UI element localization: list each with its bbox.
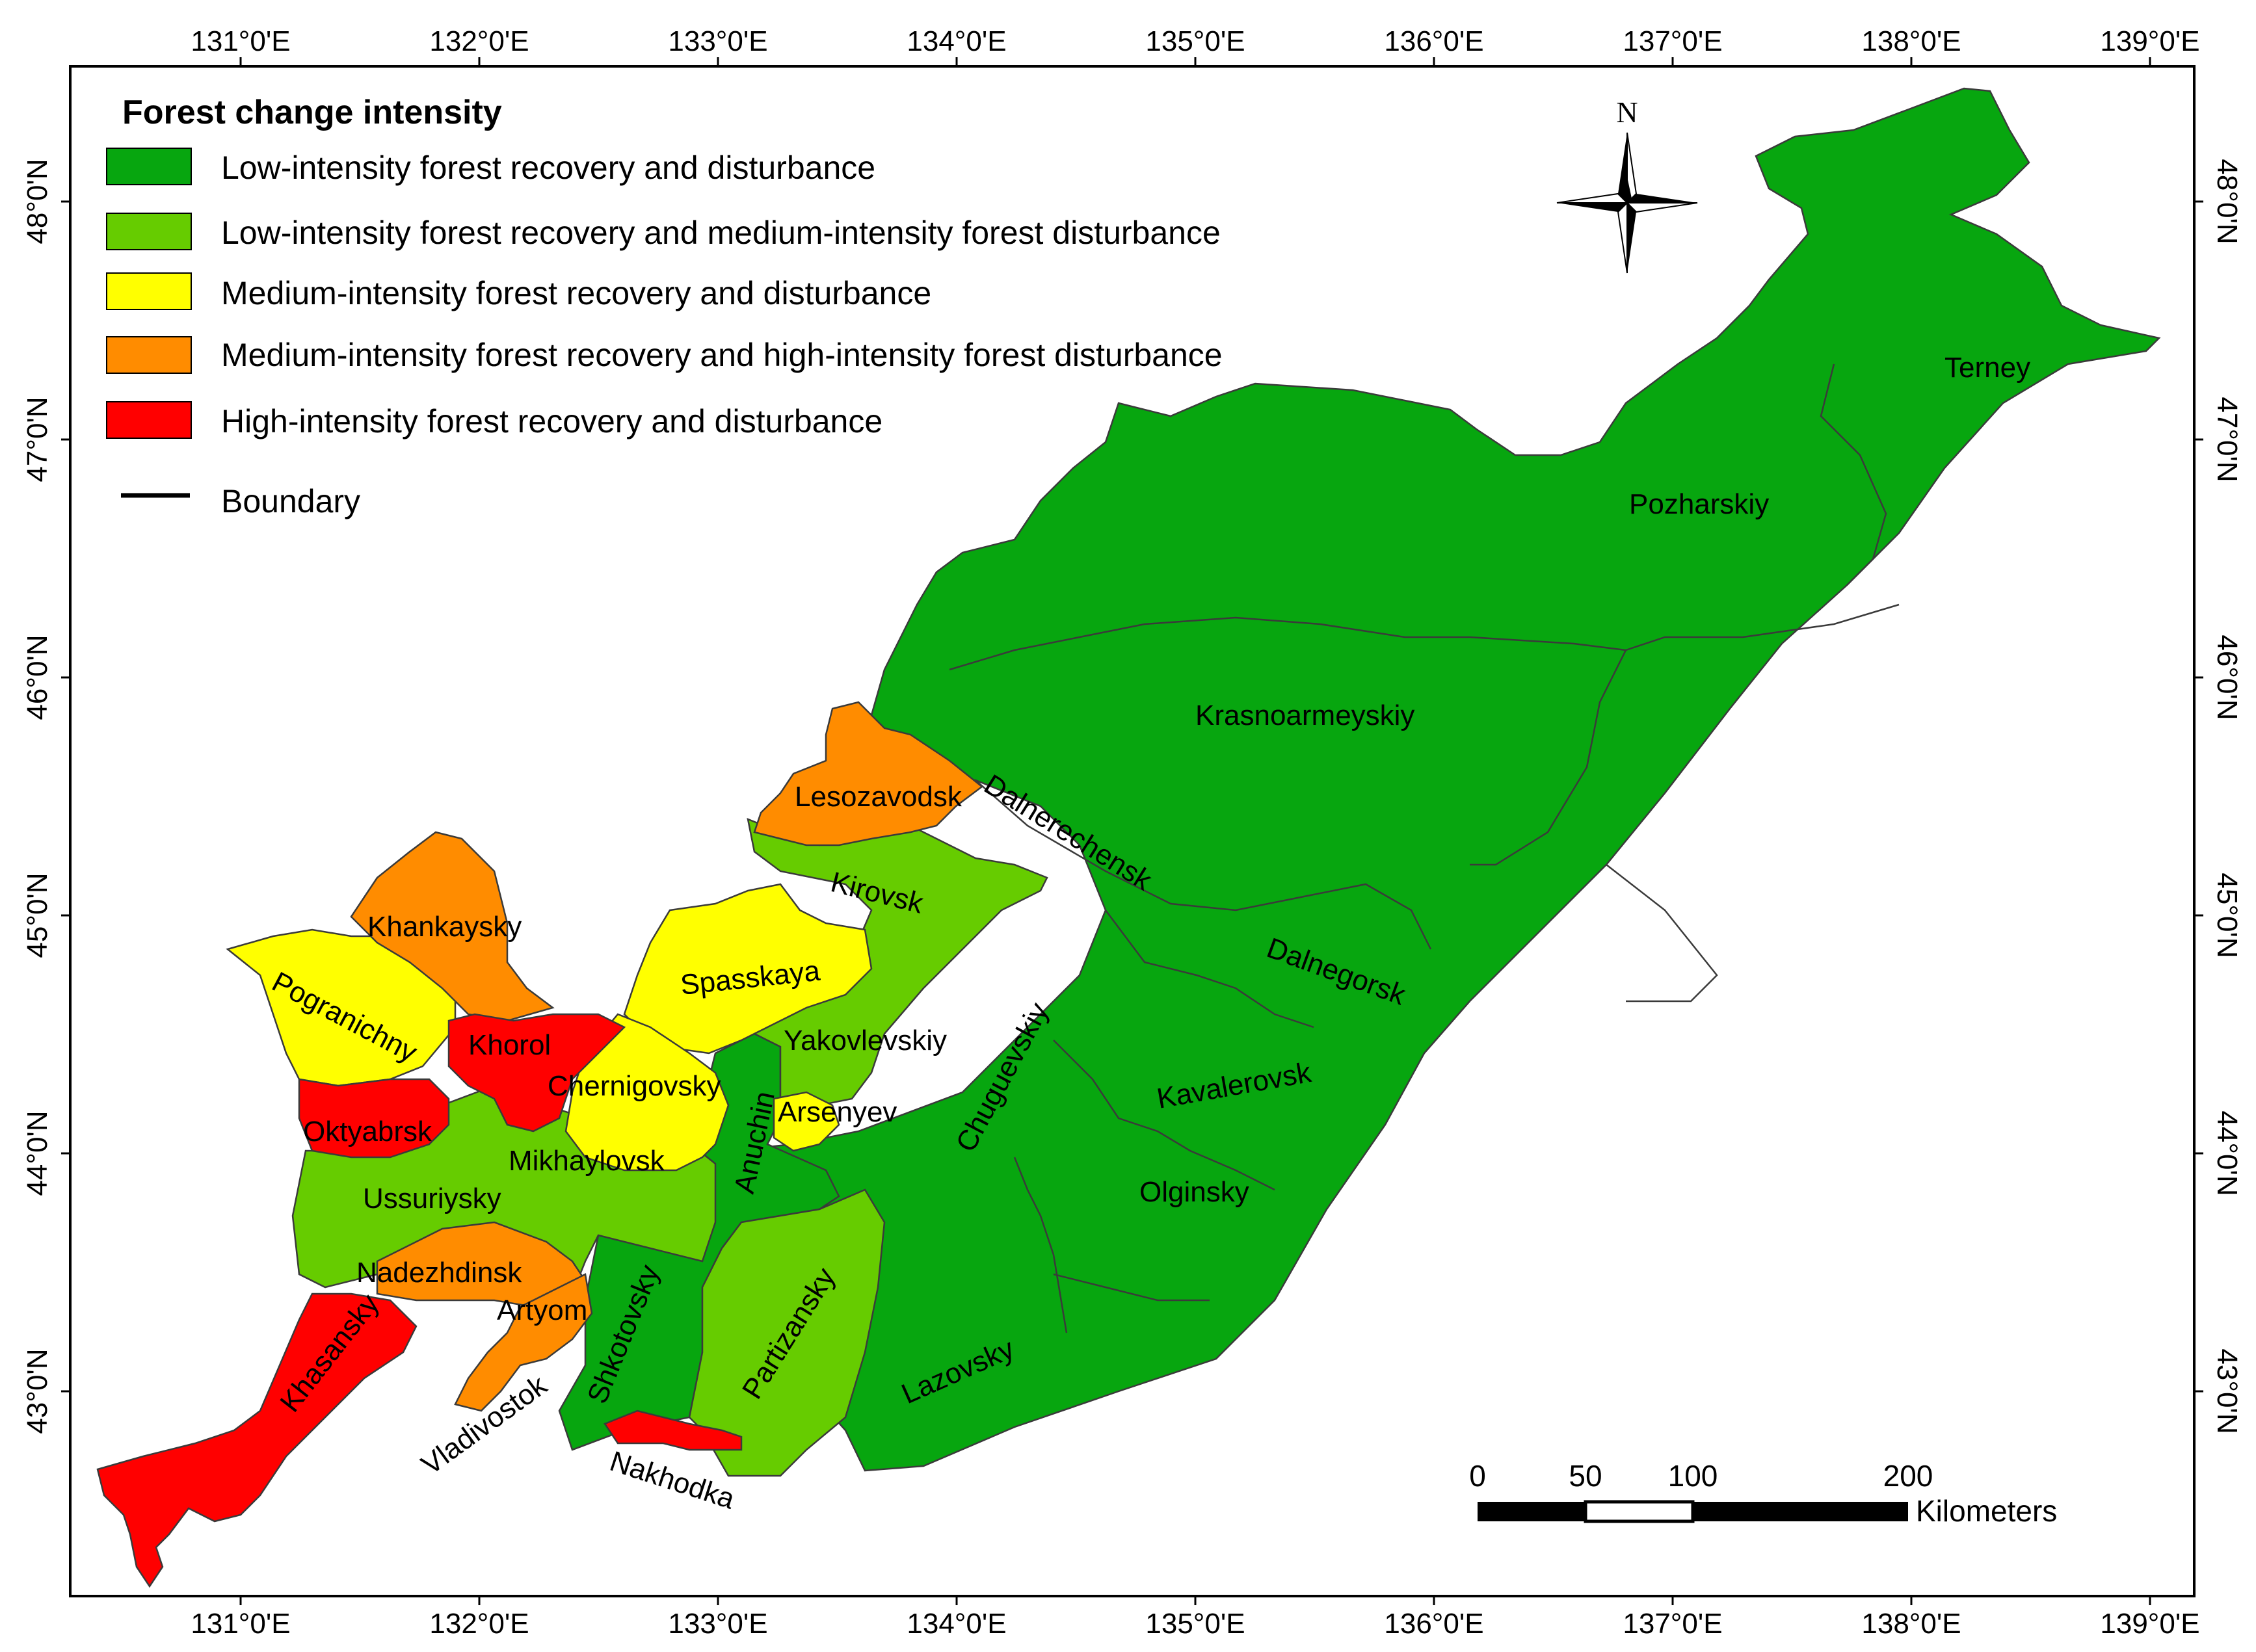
lat-label-left: 48°0'N	[21, 159, 53, 244]
region-khorol	[447, 1013, 626, 1133]
lon-label-top: 138°0'E	[1861, 25, 1961, 57]
region-khasansky	[96, 1292, 418, 1588]
legend-swatch	[106, 213, 192, 250]
compass-rose-icon	[1556, 132, 1698, 274]
lon-label-bottom: 139°0'E	[2100, 1608, 2199, 1640]
label-krasnoarmeyskiy: Krasnoarmeyskiy	[1195, 700, 1414, 731]
label-lesozavodsk: Lesozavodsk	[795, 781, 962, 813]
label-khankaysky: Khankaysky	[367, 911, 522, 943]
label-olginsky: Olginsky	[1139, 1176, 1249, 1208]
latitude-ticks	[61, 200, 2203, 1393]
label-ussuriysky: Ussuriysky	[363, 1183, 501, 1214]
lon-label-top: 133°0'E	[668, 25, 767, 57]
lon-label-bottom: 132°0'E	[429, 1608, 529, 1640]
north-label: N	[1616, 96, 1638, 129]
scale-tick-label: 0	[1469, 1459, 1486, 1493]
label-chernigovsky: Chernigovsky	[548, 1070, 721, 1102]
label-nadezhdinsk: Nadezhdinsk	[356, 1257, 522, 1289]
lat-label-left: 44°0'N	[21, 1110, 53, 1196]
label-artyom: Artyom	[497, 1294, 587, 1326]
scale-tick-label: 200	[1883, 1459, 1933, 1493]
scale-tick-label: 100	[1668, 1459, 1718, 1493]
lon-label-top: 134°0'E	[907, 25, 1006, 57]
scale-unit-label: Kilometers	[1916, 1494, 2057, 1528]
longitude-labels-bottom: 131°0'E 132°0'E 133°0'E 134°0'E 135°0'E …	[191, 1608, 2199, 1640]
longitude-ticks	[239, 57, 2151, 1605]
label-arsenyev: Arsenyev	[778, 1096, 897, 1128]
lat-label-right: 45°0'N	[2211, 872, 2243, 958]
lon-label-bottom: 134°0'E	[907, 1608, 1006, 1640]
lon-label-top: 136°0'E	[1384, 25, 1483, 57]
lon-label-bottom: 136°0'E	[1384, 1608, 1483, 1640]
legend-swatch	[106, 401, 192, 439]
region-artyom	[454, 1273, 593, 1412]
lat-label-right: 44°0'N	[2211, 1110, 2243, 1196]
lat-label-left: 45°0'N	[21, 872, 53, 958]
north-arrow: N	[1556, 96, 1698, 274]
legend-swatch	[106, 336, 192, 374]
region-low-intensity-main	[701, 87, 2161, 1472]
region-chernigovsky	[564, 1013, 730, 1172]
region-partizansky	[688, 1188, 886, 1477]
region-lesozavodsk	[753, 701, 984, 846]
legend-title: Forest change intensity	[122, 94, 502, 131]
label-khorol: Khorol	[468, 1029, 551, 1061]
legend-swatch	[106, 272, 192, 310]
region-nakhodka	[604, 1409, 743, 1451]
legend-boundary-label: Boundary	[221, 483, 360, 519]
regions	[96, 87, 2161, 1588]
region-oktyabrsk	[298, 1078, 450, 1159]
lat-label-left: 43°0'N	[21, 1348, 53, 1434]
legend-item-label: Medium-intensity forest recovery and dis…	[221, 275, 931, 311]
scale-tick-label: 50	[1569, 1459, 1602, 1493]
scale-bar: 0 50 100 200 Kilometers	[1469, 1459, 2057, 1528]
lon-label-bottom: 131°0'E	[191, 1608, 290, 1640]
latitude-labels-right: 48°0'N 47°0'N 46°0'N 45°0'N 44°0'N 43°0'…	[2211, 159, 2243, 1434]
lat-label-right: 47°0'N	[2211, 397, 2243, 482]
legend-swatch	[106, 148, 192, 185]
lon-label-top: 135°0'E	[1145, 25, 1245, 57]
lon-label-top: 132°0'E	[429, 25, 529, 57]
label-terney: Terney	[1944, 352, 2030, 384]
scale-segment	[1584, 1500, 1695, 1523]
label-oktyabrsk: Oktyabrsk	[303, 1116, 432, 1147]
scale-segment	[1478, 1502, 1586, 1521]
legend-item-label: Low-intensity forest recovery and medium…	[221, 215, 1221, 251]
lon-label-top: 137°0'E	[1623, 25, 1722, 57]
scale-segment	[1693, 1502, 1908, 1521]
legend-item-label: Medium-intensity forest recovery and hig…	[221, 337, 1223, 373]
region-khankaysky	[350, 831, 555, 1022]
legend-item-label: High-intensity forest recovery and distu…	[221, 403, 882, 439]
lat-label-right: 48°0'N	[2211, 159, 2243, 244]
region-arsenyev	[773, 1091, 840, 1152]
lon-label-top: 131°0'E	[191, 25, 290, 57]
district-boundaries	[949, 363, 1900, 1333]
lon-label-top: 139°0'E	[2100, 25, 2199, 57]
latitude-labels-left: 48°0'N 47°0'N 46°0'N 45°0'N 44°0'N 43°0'…	[21, 159, 53, 1434]
lat-label-left: 47°0'N	[21, 397, 53, 482]
lon-label-bottom: 138°0'E	[1861, 1608, 1961, 1640]
lon-label-bottom: 135°0'E	[1145, 1608, 1245, 1640]
lat-label-left: 46°0'N	[21, 635, 53, 720]
legend: Forest change intensity Low-intensity fo…	[106, 94, 1223, 519]
lat-label-right: 46°0'N	[2211, 635, 2243, 720]
lon-label-bottom: 133°0'E	[668, 1608, 767, 1640]
region-spasskaya	[623, 883, 873, 1055]
legend-item-label: Low-intensity forest recovery and distur…	[221, 150, 875, 186]
lon-label-bottom: 137°0'E	[1623, 1608, 1722, 1640]
longitude-labels-top: 131°0'E 132°0'E 133°0'E 134°0'E 135°0'E …	[191, 25, 2199, 57]
label-mikhaylovsk: Mikhaylovsk	[509, 1145, 665, 1177]
region-pogranichny	[226, 928, 457, 1087]
label-yakovlevskiy: Yakovlevskiy	[784, 1025, 947, 1056]
label-pozharskiy: Pozharskiy	[1629, 488, 1769, 520]
lat-label-right: 43°0'N	[2211, 1348, 2243, 1434]
